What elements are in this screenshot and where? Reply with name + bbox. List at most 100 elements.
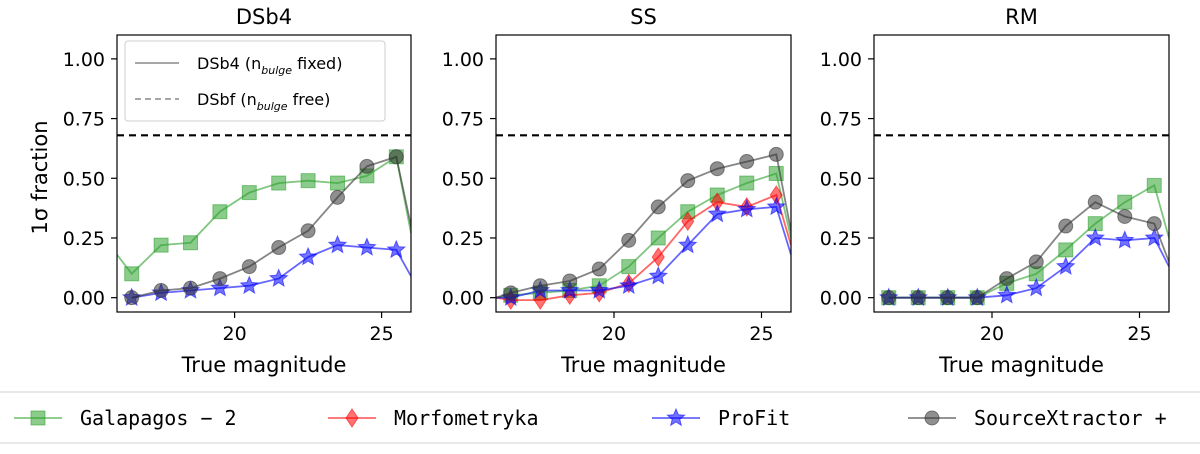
x-tick-label: 25 bbox=[370, 323, 394, 345]
data-point bbox=[618, 275, 639, 295]
x-tick-label: 20 bbox=[602, 323, 626, 345]
data-point bbox=[300, 173, 316, 189]
data-point bbox=[969, 290, 985, 306]
y-tick-label: 0.00 bbox=[820, 288, 862, 310]
data-point bbox=[621, 232, 637, 248]
legend-label: Galapagos − 2 bbox=[80, 406, 237, 430]
y-tick-label: 1.00 bbox=[442, 49, 484, 71]
legend-item-sourcextractor-: SourceXtractor + bbox=[908, 406, 1167, 430]
data-point bbox=[1026, 277, 1047, 297]
data-point bbox=[648, 265, 669, 285]
data-point bbox=[359, 158, 375, 174]
data-point bbox=[357, 237, 377, 256]
plot-area bbox=[117, 134, 411, 307]
data-point bbox=[1055, 256, 1076, 275]
inset-legend-text: DSb4 (n bbox=[197, 54, 261, 73]
inset-legend-box bbox=[124, 40, 386, 122]
legend-label: Morfometryka bbox=[394, 406, 539, 430]
y-tick-label: 0.75 bbox=[442, 109, 484, 131]
data-point bbox=[153, 237, 169, 253]
x-tick-label: 20 bbox=[223, 323, 247, 345]
axes-frame bbox=[116, 34, 412, 313]
data-point bbox=[621, 259, 637, 275]
x-axis-label: True magnitude bbox=[938, 353, 1104, 377]
data-point bbox=[183, 235, 198, 251]
data-point bbox=[183, 280, 198, 296]
chart-panel-dsb4: DSb4 0.00 0.25 0.50 0.75 1.00 20 25 True magnitu… bbox=[28, 5, 412, 377]
data-point bbox=[300, 223, 316, 239]
data-point bbox=[709, 161, 725, 177]
data-point bbox=[739, 154, 755, 170]
y-tick-label: 1.00 bbox=[820, 49, 862, 71]
legend-marker bbox=[924, 410, 940, 426]
data-point bbox=[327, 234, 348, 254]
data-point bbox=[503, 285, 519, 301]
data-point bbox=[999, 271, 1015, 287]
x-tick-label: 25 bbox=[1127, 323, 1151, 345]
data-point bbox=[910, 290, 926, 306]
chart-title: DSb4 bbox=[236, 5, 292, 29]
x-tick-label: 20 bbox=[980, 323, 1004, 345]
data-point bbox=[298, 246, 318, 266]
data-point bbox=[736, 198, 757, 218]
inset-legend-suffix: fixed) bbox=[292, 54, 342, 73]
inset-legend-subscript: bulge bbox=[257, 100, 288, 113]
data-point bbox=[1146, 177, 1162, 193]
data-point bbox=[268, 268, 289, 287]
legend-item-morfometryka: Morfometryka bbox=[328, 406, 539, 430]
y-tick-label: 0.75 bbox=[63, 109, 105, 131]
y-tick-label: 0.25 bbox=[442, 228, 484, 250]
data-point bbox=[241, 259, 257, 275]
data-point bbox=[124, 266, 140, 282]
data-point bbox=[239, 275, 260, 295]
data-point bbox=[330, 175, 345, 191]
y-tick-label: 0.50 bbox=[442, 168, 484, 190]
data-point bbox=[559, 280, 580, 299]
inset-legend-suffix: free) bbox=[288, 90, 331, 109]
data-point bbox=[1058, 218, 1074, 234]
data-point bbox=[1028, 254, 1044, 270]
chart-title: RM bbox=[1005, 5, 1038, 29]
data-point bbox=[681, 211, 695, 232]
legend-label: SourceXtractor + bbox=[974, 406, 1167, 430]
data-point bbox=[766, 196, 787, 216]
legend-marker bbox=[666, 407, 686, 427]
bottom-legend: Galapagos − 2 Morfometryka ProFit SourceXtr… bbox=[0, 391, 1200, 444]
inset-legend-label: DSb4 (nbulge fixed) bbox=[197, 54, 342, 77]
data-point bbox=[1058, 242, 1074, 258]
y-tick-label: 0.75 bbox=[820, 109, 862, 131]
plot-area bbox=[874, 134, 1169, 307]
data-point bbox=[1144, 227, 1165, 247]
data-point bbox=[591, 261, 607, 277]
legend-marker bbox=[30, 410, 46, 426]
data-point bbox=[124, 290, 140, 306]
data-point bbox=[562, 273, 578, 289]
data-point bbox=[212, 204, 228, 220]
chart-panel-rm: RM 0.00 0.25 0.50 0.75 1.00 20 25 True magnitude bbox=[820, 5, 1170, 377]
data-point bbox=[650, 230, 666, 246]
x-tick-label: 25 bbox=[749, 323, 773, 345]
inset-legend: DSb4 (nbulge fixed)DSbf (nbulge free) bbox=[124, 40, 386, 122]
series-profit bbox=[121, 234, 411, 307]
data-point bbox=[1117, 194, 1133, 210]
y-tick-label: 1.00 bbox=[63, 49, 105, 71]
data-point bbox=[881, 290, 897, 306]
data-point bbox=[1117, 208, 1133, 224]
inset-legend-subscript: bulge bbox=[261, 64, 292, 77]
axes-frame bbox=[495, 34, 792, 313]
series-sourcextractor- bbox=[496, 146, 791, 301]
series-sourcextractor- bbox=[881, 194, 1169, 306]
data-point bbox=[589, 280, 610, 299]
data-point bbox=[650, 199, 666, 215]
x-axis-label: True magnitude bbox=[560, 353, 726, 377]
y-tick-label: 0.00 bbox=[63, 288, 105, 310]
data-point bbox=[241, 185, 257, 201]
data-point bbox=[1146, 216, 1162, 232]
data-point bbox=[768, 146, 784, 162]
data-point bbox=[153, 283, 169, 299]
legend-label: ProFit bbox=[718, 406, 790, 430]
data-point bbox=[739, 175, 755, 191]
data-point bbox=[388, 149, 404, 165]
